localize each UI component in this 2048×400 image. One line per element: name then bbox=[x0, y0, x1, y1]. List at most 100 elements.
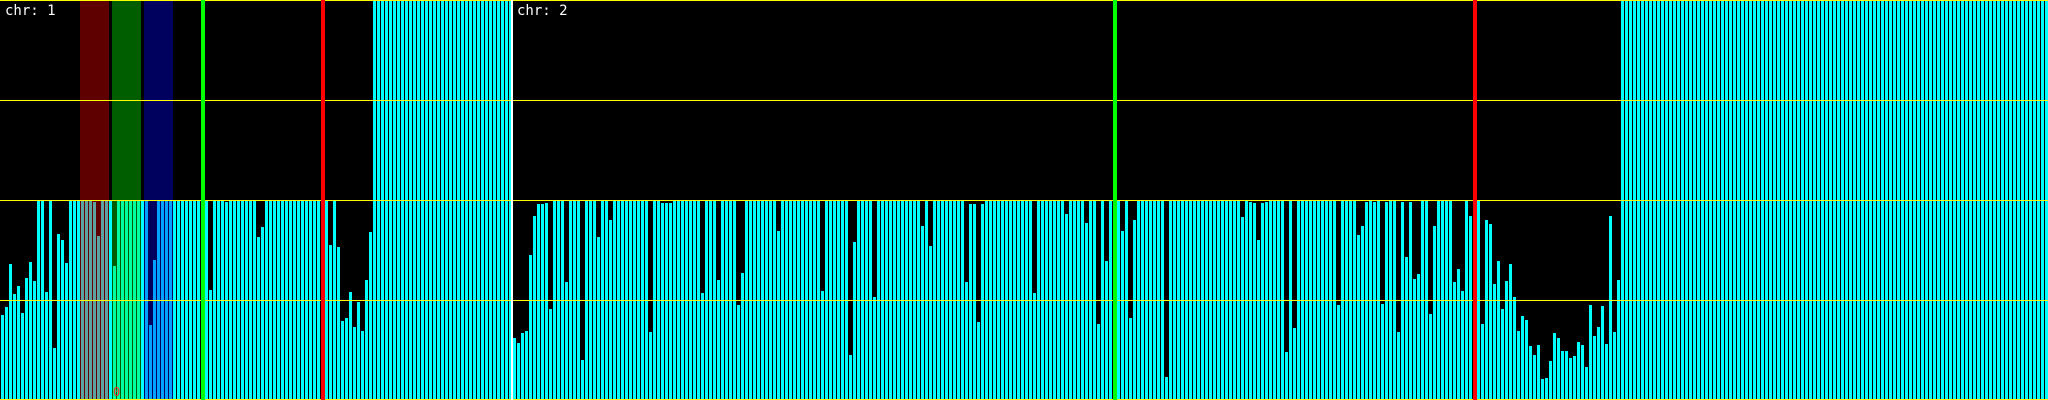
coverage-bar bbox=[1509, 264, 1512, 400]
coverage-bar bbox=[1501, 309, 1504, 400]
coverage-bar bbox=[61, 240, 64, 400]
coverage-bar bbox=[45, 292, 48, 400]
coverage-bar bbox=[701, 293, 704, 400]
coverage-bar bbox=[597, 237, 600, 400]
coverage-bar bbox=[149, 325, 152, 400]
coverage-bar bbox=[1121, 231, 1124, 400]
coverage-bar bbox=[365, 280, 368, 400]
coverage-bar bbox=[873, 297, 876, 400]
chromosome-divider bbox=[511, 0, 513, 400]
coverage-bar bbox=[1609, 216, 1612, 400]
coverage-bar bbox=[9, 264, 12, 400]
coverage-bar bbox=[1453, 282, 1456, 400]
coverage-bar bbox=[29, 262, 32, 400]
coverage-bar bbox=[777, 231, 780, 400]
red-marker-line[interactable] bbox=[321, 0, 325, 400]
coverage-bar bbox=[1165, 377, 1168, 400]
chr2-label: chr: 2 bbox=[517, 3, 568, 19]
coverage-bar bbox=[649, 332, 652, 400]
red-marker-line[interactable] bbox=[1473, 0, 1477, 400]
coverage-bar bbox=[609, 220, 612, 400]
coverage-bar bbox=[929, 246, 932, 400]
coverage-bar bbox=[21, 313, 24, 400]
coverage-bar bbox=[973, 204, 976, 400]
coverage-bar bbox=[1261, 203, 1264, 400]
coverage-bar bbox=[1481, 324, 1484, 400]
coverage-bar bbox=[1525, 320, 1528, 400]
coverage-bar bbox=[1613, 332, 1616, 400]
coverage-bar bbox=[1361, 226, 1364, 400]
coverage-bar bbox=[33, 281, 36, 400]
coverage-bar bbox=[853, 242, 856, 400]
coverage-bar bbox=[1485, 220, 1488, 400]
coverage-bar bbox=[5, 307, 8, 400]
coverage-bar bbox=[1617, 280, 1620, 400]
coverage-bar bbox=[529, 255, 532, 400]
coverage-bar bbox=[261, 227, 264, 400]
coverage-bar bbox=[357, 302, 360, 400]
coverage-bar bbox=[65, 263, 68, 400]
coverage-bar bbox=[1549, 361, 1552, 400]
coverage-bar bbox=[329, 245, 332, 400]
gridline bbox=[0, 100, 2048, 101]
coverage-bar bbox=[1413, 279, 1416, 400]
coverage-bar bbox=[1457, 269, 1460, 400]
coverage-bar bbox=[1105, 261, 1108, 400]
coverage-bar bbox=[353, 327, 356, 400]
coverage-bar bbox=[849, 355, 852, 400]
coverage-bar bbox=[1505, 281, 1508, 400]
coverage-bar bbox=[1521, 316, 1524, 400]
coverage-bar bbox=[533, 216, 536, 400]
coverage-bar bbox=[1253, 203, 1256, 400]
coverage-bar bbox=[57, 234, 60, 400]
coverage-bar bbox=[1489, 224, 1492, 400]
coverage-bar bbox=[1293, 328, 1296, 400]
position-marker-text: 0 bbox=[113, 385, 121, 399]
coverage-bar bbox=[1585, 367, 1588, 400]
coverage-bar bbox=[1589, 305, 1592, 400]
coverage-bar bbox=[349, 292, 352, 400]
coverage-bar bbox=[153, 260, 156, 400]
coverage-bar bbox=[921, 226, 924, 400]
coverage-bar bbox=[1417, 274, 1420, 400]
coverage-bar bbox=[257, 237, 260, 400]
coverage-bar bbox=[113, 266, 116, 400]
coverage-bar bbox=[1285, 352, 1288, 400]
green-marker-line[interactable] bbox=[201, 0, 205, 400]
coverage-bar bbox=[1397, 332, 1400, 400]
coverage-bar bbox=[1085, 223, 1088, 400]
coverage-bar bbox=[1601, 306, 1604, 400]
coverage-bar bbox=[1541, 379, 1544, 400]
coverage-bar bbox=[1429, 314, 1432, 400]
coverage-bar bbox=[1405, 257, 1408, 400]
gridline bbox=[0, 0, 2048, 1]
coverage-bar bbox=[549, 309, 552, 400]
coverage-bar bbox=[1381, 304, 1384, 400]
coverage-bar bbox=[1, 315, 4, 400]
coverage-bar bbox=[1573, 356, 1576, 400]
coverage-bar bbox=[25, 278, 28, 400]
coverage-bar bbox=[1577, 342, 1580, 400]
coverage-bar bbox=[1493, 284, 1496, 400]
coverage-bar bbox=[13, 294, 16, 400]
coverage-bar bbox=[969, 204, 972, 400]
coverage-bar bbox=[1533, 355, 1536, 400]
coverage-bar bbox=[97, 236, 100, 400]
chr1-label: chr: 1 bbox=[5, 3, 56, 19]
coverage-bar bbox=[525, 331, 528, 400]
green-marker-line[interactable] bbox=[1113, 0, 1117, 400]
coverage-bar bbox=[517, 343, 520, 400]
coverage-bar bbox=[1337, 305, 1340, 400]
coverage-bar bbox=[17, 286, 20, 400]
coverage-bar bbox=[977, 322, 980, 400]
coverage-bar bbox=[1241, 217, 1244, 400]
coverage-bar bbox=[1033, 293, 1036, 400]
coverage-bar bbox=[541, 204, 544, 400]
coverage-bar bbox=[1097, 324, 1100, 400]
coverage-bar bbox=[1545, 378, 1548, 400]
coverage-bar bbox=[545, 203, 548, 400]
coverage-bar bbox=[981, 204, 984, 400]
coverage-bar bbox=[1433, 226, 1436, 400]
